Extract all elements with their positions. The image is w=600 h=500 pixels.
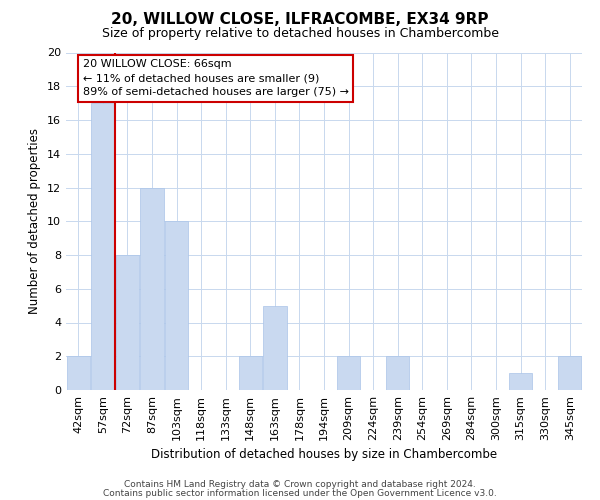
Bar: [386, 356, 409, 390]
Bar: [558, 356, 581, 390]
Text: Contains HM Land Registry data © Crown copyright and database right 2024.: Contains HM Land Registry data © Crown c…: [124, 480, 476, 489]
Text: 20 WILLOW CLOSE: 66sqm
← 11% of detached houses are smaller (9)
89% of semi-deta: 20 WILLOW CLOSE: 66sqm ← 11% of detached…: [83, 59, 349, 97]
Bar: [337, 356, 360, 390]
Bar: [116, 255, 139, 390]
Text: 20, WILLOW CLOSE, ILFRACOMBE, EX34 9RP: 20, WILLOW CLOSE, ILFRACOMBE, EX34 9RP: [111, 12, 489, 28]
Y-axis label: Number of detached properties: Number of detached properties: [28, 128, 41, 314]
Bar: [263, 306, 287, 390]
Bar: [165, 221, 188, 390]
Bar: [91, 103, 115, 390]
Bar: [67, 356, 90, 390]
Bar: [239, 356, 262, 390]
Bar: [509, 373, 532, 390]
Text: Contains public sector information licensed under the Open Government Licence v3: Contains public sector information licen…: [103, 489, 497, 498]
X-axis label: Distribution of detached houses by size in Chambercombe: Distribution of detached houses by size …: [151, 448, 497, 462]
Text: Size of property relative to detached houses in Chambercombe: Size of property relative to detached ho…: [101, 28, 499, 40]
Bar: [140, 188, 164, 390]
